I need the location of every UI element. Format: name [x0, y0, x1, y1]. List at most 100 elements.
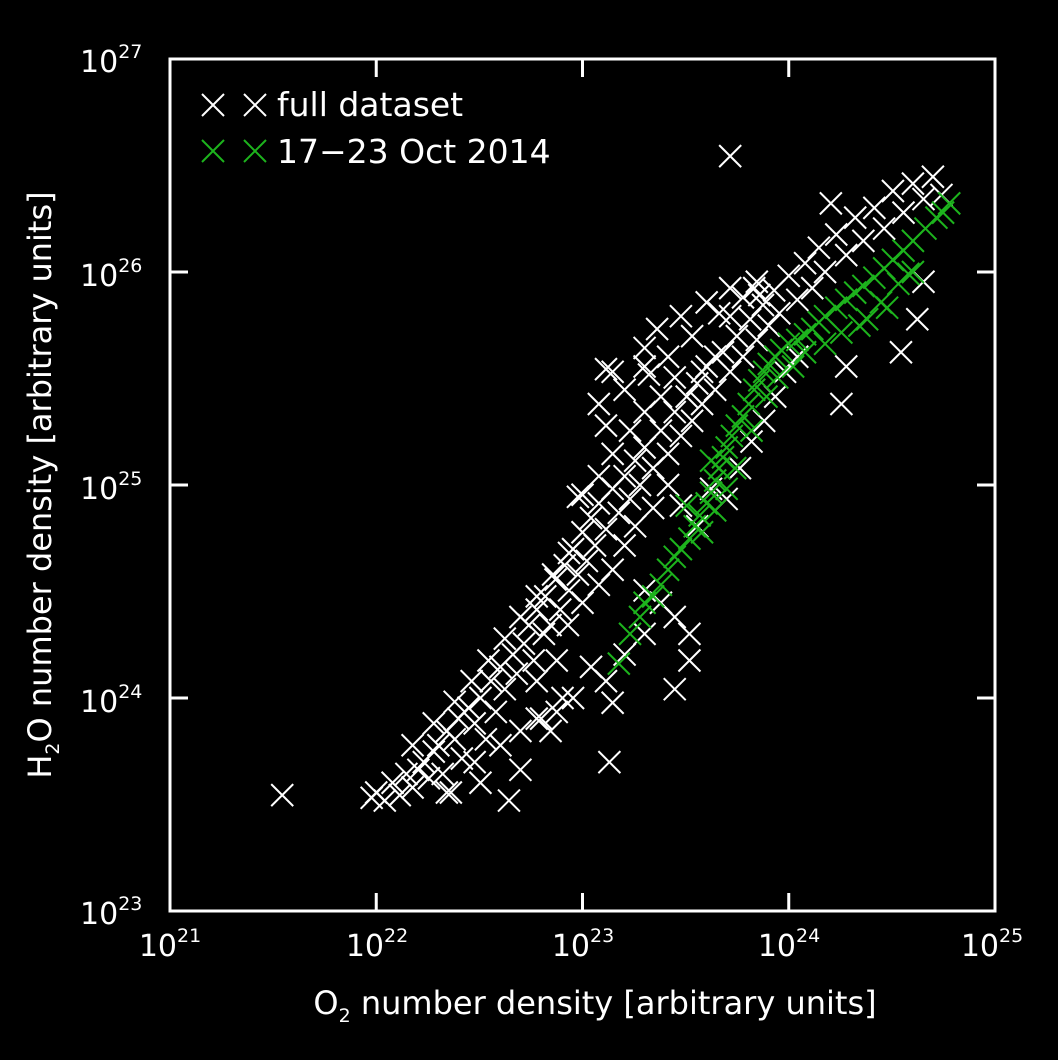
- full-dataset-point-177: [889, 340, 913, 364]
- full-dataset-point-114: [728, 456, 752, 480]
- oct-2014-point-9: [677, 526, 702, 551]
- full-dataset-point-133: [570, 591, 595, 615]
- y-tick-label-2: 1025: [80, 468, 142, 507]
- plot-frame: [168, 57, 997, 913]
- full-dataset-point-156: [663, 365, 687, 390]
- full-dataset-point-135: [600, 558, 625, 582]
- y-axis-title: H2O number density [arbitrary units]: [21, 191, 64, 778]
- oct-2014-point-52: [703, 498, 727, 523]
- y-tick-label-1: 1024: [80, 681, 142, 720]
- legend-marker-full-a: [201, 93, 225, 117]
- full-dataset-point-105: [718, 276, 742, 300]
- full-dataset-point-152: [600, 442, 625, 466]
- full-dataset-point-85: [843, 205, 867, 230]
- full-dataset-point-150: [570, 483, 595, 507]
- oct-2014-point-14: [703, 468, 727, 493]
- full-dataset-point-4: [388, 783, 412, 807]
- full-dataset-point-25: [493, 677, 517, 701]
- oct-2014-point-61: [813, 332, 837, 356]
- y-tick-label-4: 1027: [80, 41, 142, 80]
- full-dataset-point-146: [508, 605, 533, 629]
- legend-marker-oct-a: [201, 139, 225, 163]
- full-dataset-point-91: [901, 171, 925, 196]
- full-dataset-point-14: [439, 780, 463, 805]
- full-dataset-point-67: [711, 340, 735, 364]
- oct-2014-point-30: [793, 322, 817, 346]
- full-dataset-point-141: [422, 711, 446, 736]
- full-dataset-point-180: [834, 354, 858, 379]
- full-dataset-point-28: [505, 662, 529, 686]
- oct-2014-point-55: [723, 456, 747, 480]
- full-dataset-point-37: [543, 567, 568, 592]
- oct-2014-point-57: [754, 384, 779, 409]
- x-tick-label-1: 1022: [346, 925, 408, 964]
- x-axis-title: O2 number density [arbitrary units]: [313, 984, 876, 1027]
- full-dataset-point-82: [813, 260, 837, 284]
- full-dataset-point-127: [561, 686, 585, 710]
- full-dataset-point-102: [680, 324, 704, 348]
- full-dataset-point-38: [548, 597, 572, 622]
- full-dataset-point-169: [594, 413, 618, 438]
- full-dataset-point-183: [718, 304, 742, 328]
- oct-2014-point-0: [607, 651, 631, 676]
- full-dataset-point-83: [824, 222, 848, 247]
- full-dataset-point-142: [442, 690, 467, 714]
- oct-2014-point-29: [785, 328, 809, 352]
- full-dataset-point-79: [793, 251, 817, 275]
- full-dataset-point-128: [545, 700, 569, 724]
- full-dataset-point-26: [497, 788, 521, 813]
- full-dataset-point-171: [597, 750, 622, 774]
- legend: full dataset 17−23 Oct 2014: [201, 85, 551, 171]
- oct-2014-point-47: [901, 260, 925, 284]
- oct-2014-point-60: [793, 340, 817, 364]
- full-dataset-point-90: [891, 200, 916, 225]
- full-dataset-point-166: [718, 144, 742, 168]
- full-dataset-point-53: [623, 449, 647, 473]
- full-dataset-point-162: [525, 706, 549, 731]
- full-dataset-point-52: [618, 487, 642, 511]
- full-dataset-point-175: [600, 691, 625, 715]
- full-dataset-point-176: [829, 392, 854, 416]
- full-dataset-point-29: [508, 758, 533, 782]
- full-dataset-point-139: [656, 473, 680, 497]
- full-dataset-point-19: [462, 711, 487, 736]
- full-dataset-point-22: [479, 669, 503, 693]
- full-dataset-point-51: [612, 464, 637, 488]
- oct-2014-point-58: [765, 365, 790, 390]
- full-dataset-point-144: [476, 648, 501, 673]
- full-dataset-point-2: [373, 788, 397, 813]
- full-dataset-point-32: [521, 648, 546, 673]
- oct-2014-point-54: [699, 449, 723, 473]
- full-dataset-point-122: [663, 605, 687, 629]
- full-dataset-point-20: [468, 686, 493, 710]
- full-dataset-point-167: [819, 191, 843, 216]
- oct-2014-point-4: [641, 584, 665, 609]
- full-dataset-point-17: [450, 746, 474, 771]
- y-tick-label-0: 1023: [80, 893, 142, 932]
- full-dataset-point-46: [583, 533, 607, 558]
- full-dataset-point-63: [685, 371, 709, 396]
- full-dataset-point-136: [612, 533, 637, 558]
- full-dataset-point-54: [628, 473, 652, 497]
- full-dataset-point-71: [738, 307, 762, 331]
- full-dataset-point-84: [834, 243, 858, 267]
- full-dataset-point-88: [872, 216, 896, 241]
- full-dataset-point-153: [618, 418, 642, 443]
- full-dataset-point-181: [742, 276, 766, 300]
- oct-2014-point-8: [669, 537, 693, 561]
- full-dataset-point-18: [456, 696, 481, 720]
- x-tick-label-4: 1025: [961, 925, 1023, 964]
- full-dataset-point-10: [422, 739, 446, 764]
- full-dataset-point-173: [677, 648, 702, 673]
- full-dataset-point-30: [512, 631, 536, 656]
- full-dataset-point-39: [553, 553, 577, 577]
- full-dataset-points: [270, 144, 954, 813]
- full-dataset-point-6: [400, 775, 425, 800]
- full-dataset-point-109: [690, 360, 714, 384]
- oct-2014-point-63: [847, 313, 872, 338]
- oct-2014-point-6: [656, 558, 680, 582]
- full-dataset-point-48: [594, 517, 618, 541]
- full-dataset-point-174: [677, 622, 702, 646]
- full-dataset-point-21: [474, 727, 498, 751]
- full-dataset-point-80: [800, 276, 824, 300]
